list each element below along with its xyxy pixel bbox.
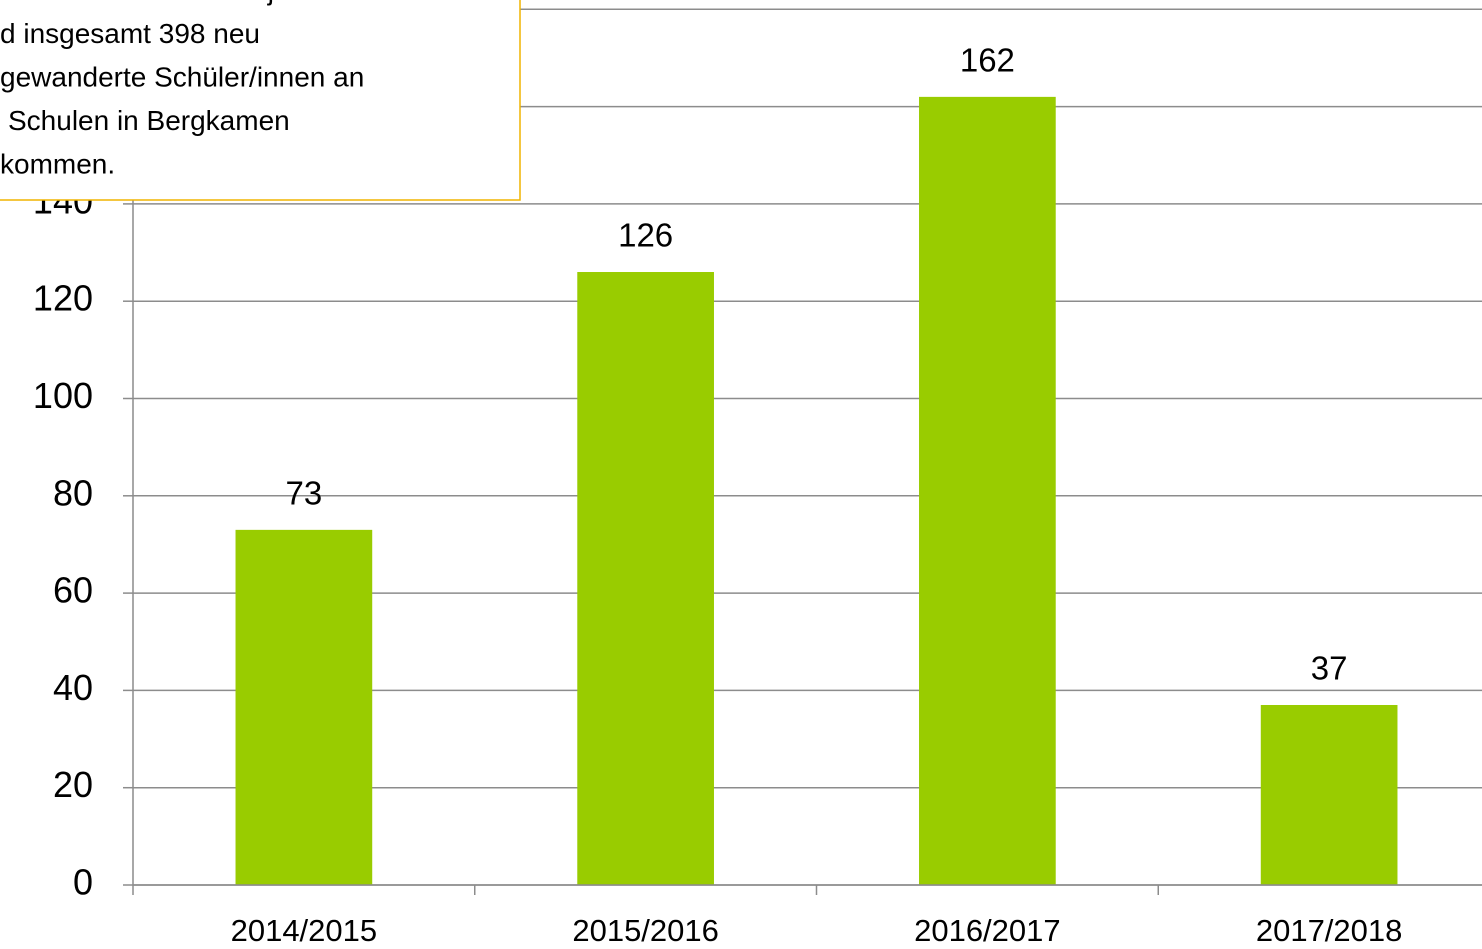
x-tick-label: 2017/2018 xyxy=(1256,913,1403,948)
bar xyxy=(1260,704,1398,885)
annotation-box xyxy=(0,0,521,201)
bar xyxy=(919,96,1056,886)
x-tick-label: 2015/2016 xyxy=(572,913,719,948)
x-tick-label: 2014/2015 xyxy=(231,913,378,948)
value-label: 73 xyxy=(286,475,323,512)
y-tick-label: 40 xyxy=(53,667,93,708)
y-tick-label: 120 xyxy=(33,278,93,319)
annotation-text: d insgesamt 398 neu xyxy=(0,18,260,49)
annotation-text: kommen. xyxy=(0,148,115,179)
y-tick-label: 100 xyxy=(33,375,93,416)
x-tick-label: 2016/2017 xyxy=(914,913,1061,948)
annotation-text: gewanderte Schüler/innen an xyxy=(0,61,364,92)
value-label: 37 xyxy=(1311,650,1348,687)
value-label: 162 xyxy=(960,42,1015,79)
annotation-text: den letzten vier Schuljahren xyxy=(0,0,346,5)
bar xyxy=(235,529,373,885)
y-tick-label: 20 xyxy=(53,764,93,805)
bar xyxy=(577,272,714,885)
y-tick-label: 60 xyxy=(53,570,93,611)
annotation-text: Schulen in Bergkamen xyxy=(8,105,290,136)
value-label: 126 xyxy=(618,217,673,254)
y-tick-label: 0 xyxy=(73,862,93,903)
y-tick-label: 80 xyxy=(53,472,93,513)
